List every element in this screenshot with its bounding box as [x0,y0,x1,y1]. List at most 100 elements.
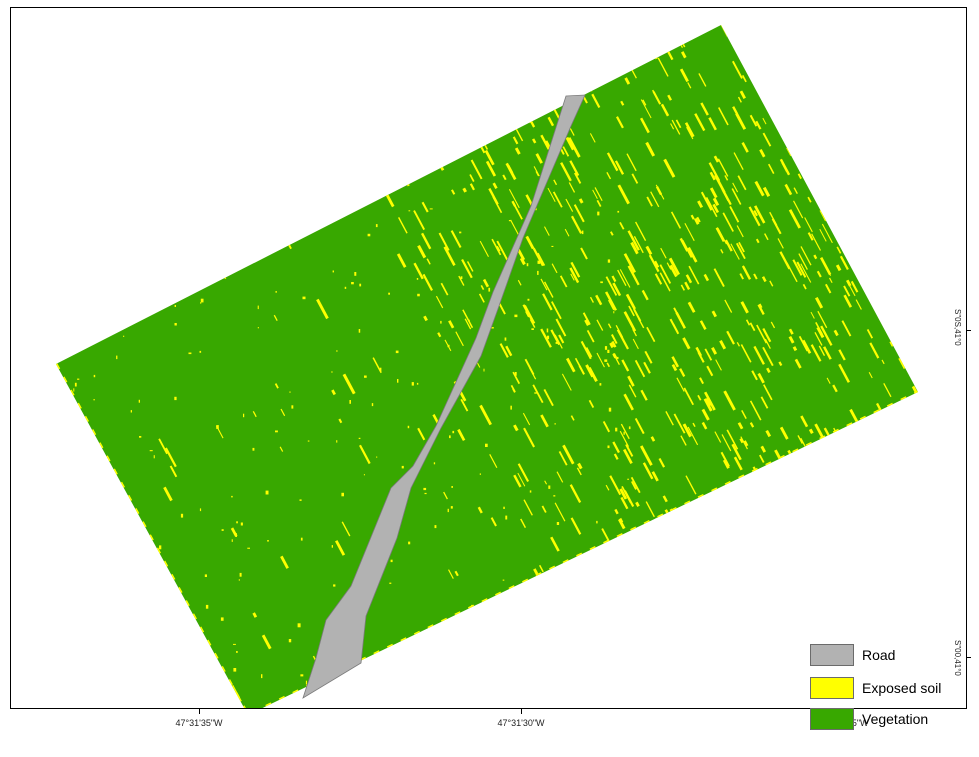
soil-speckle [589,133,596,143]
soil-speckle [884,91,891,100]
soil-speckle [562,683,565,685]
soil-speckle [513,474,522,488]
soil-speckle [646,326,656,343]
soil-speckle [351,282,354,285]
classification-map[interactable] [11,8,967,709]
soil-speckle [891,54,899,65]
soil-speckle [902,409,910,422]
soil-speckle [680,636,687,646]
soil-speckle [688,507,699,524]
soil-speckle [587,42,600,62]
soil-speckle [819,256,832,276]
soil-speckle [600,281,603,284]
soil-speckle [611,334,618,345]
soil-speckle [173,686,176,690]
soil-speckle [532,138,537,144]
soil-speckle [462,111,468,120]
soil-speckle [807,128,818,146]
soil-speckle [440,282,449,296]
soil-speckle [418,30,426,43]
soil-speckle [240,522,243,526]
soil-speckle [914,600,918,612]
soil-speckle [627,478,629,480]
soil-speckle [462,187,467,193]
soil-speckle [855,49,867,67]
soil-speckle [540,134,550,150]
soil-speckle [781,637,792,655]
soil-speckle [759,26,764,34]
soil-speckle [903,581,915,601]
soil-speckle [496,240,509,261]
soil-speckle [698,568,708,585]
soil-speckle [723,390,736,411]
soil-speckle [379,367,382,372]
soil-speckle [700,191,713,211]
soil-speckle [627,375,635,387]
soil-speckle [732,60,743,79]
soil-speckle [792,119,803,136]
soil-speckle [872,620,878,628]
soil-speckle [891,481,900,494]
soil-speckle [607,323,612,329]
soil-speckle [149,450,153,452]
soil-speckle [775,480,779,486]
soil-speckle [732,28,739,39]
soil-speckle [652,91,662,105]
soil-speckle [832,384,838,393]
soil-speckle [461,258,473,279]
soil-speckle [859,480,864,487]
soil-speckle [491,327,494,329]
soil-speckle [606,171,612,180]
soil-speckle [92,457,97,464]
soil-speckle [659,706,673,708]
soil-speckle [378,64,388,79]
soil-speckle [503,506,505,509]
soil-speckle [559,275,568,288]
soil-speckle [808,29,817,43]
soil-speckle [529,644,533,648]
soil-speckle [859,494,868,509]
soil-speckle [205,604,209,609]
soil-speckle [797,470,804,480]
soil-speckle [280,555,289,569]
soil-speckle [681,239,693,258]
soil-speckle [921,486,930,501]
soil-speckle [552,191,563,208]
soil-speckle [75,476,77,478]
soil-speckle [396,253,407,268]
soil-speckle [660,247,667,259]
soil-speckle [728,683,735,693]
soil-speckle [550,25,557,33]
soil-speckle [372,357,382,374]
soil-speckle [582,312,591,326]
soil-speckle [810,311,815,319]
soil-speckle [761,536,769,546]
soil-speckle [753,273,758,280]
soil-speckle [432,45,436,51]
soil-speckle [766,560,775,574]
soil-speckle [577,462,583,470]
soil-speckle [679,368,686,377]
map-frame[interactable] [10,7,967,709]
soil-speckle [734,498,744,513]
soil-speckle [807,232,814,241]
soil-speckle [885,493,893,504]
soil-speckle [786,262,798,283]
soil-speckle [411,382,414,386]
soil-speckle [757,66,770,86]
soil-speckle [864,225,873,240]
soil-speckle [798,253,808,270]
soil-speckle [793,187,798,195]
soil-speckle [696,216,701,223]
soil-speckle [231,539,233,542]
soil-speckle [620,496,629,510]
soil-speckle [913,584,918,593]
soil-speckle [462,309,474,329]
soil-speckle [748,543,758,557]
soil-speckle [833,329,839,337]
soil-speckle [69,232,77,245]
soil-speckle [838,472,852,494]
soil-speckle [555,341,558,344]
soil-speckle [718,107,729,126]
soil-speckle [709,171,716,181]
